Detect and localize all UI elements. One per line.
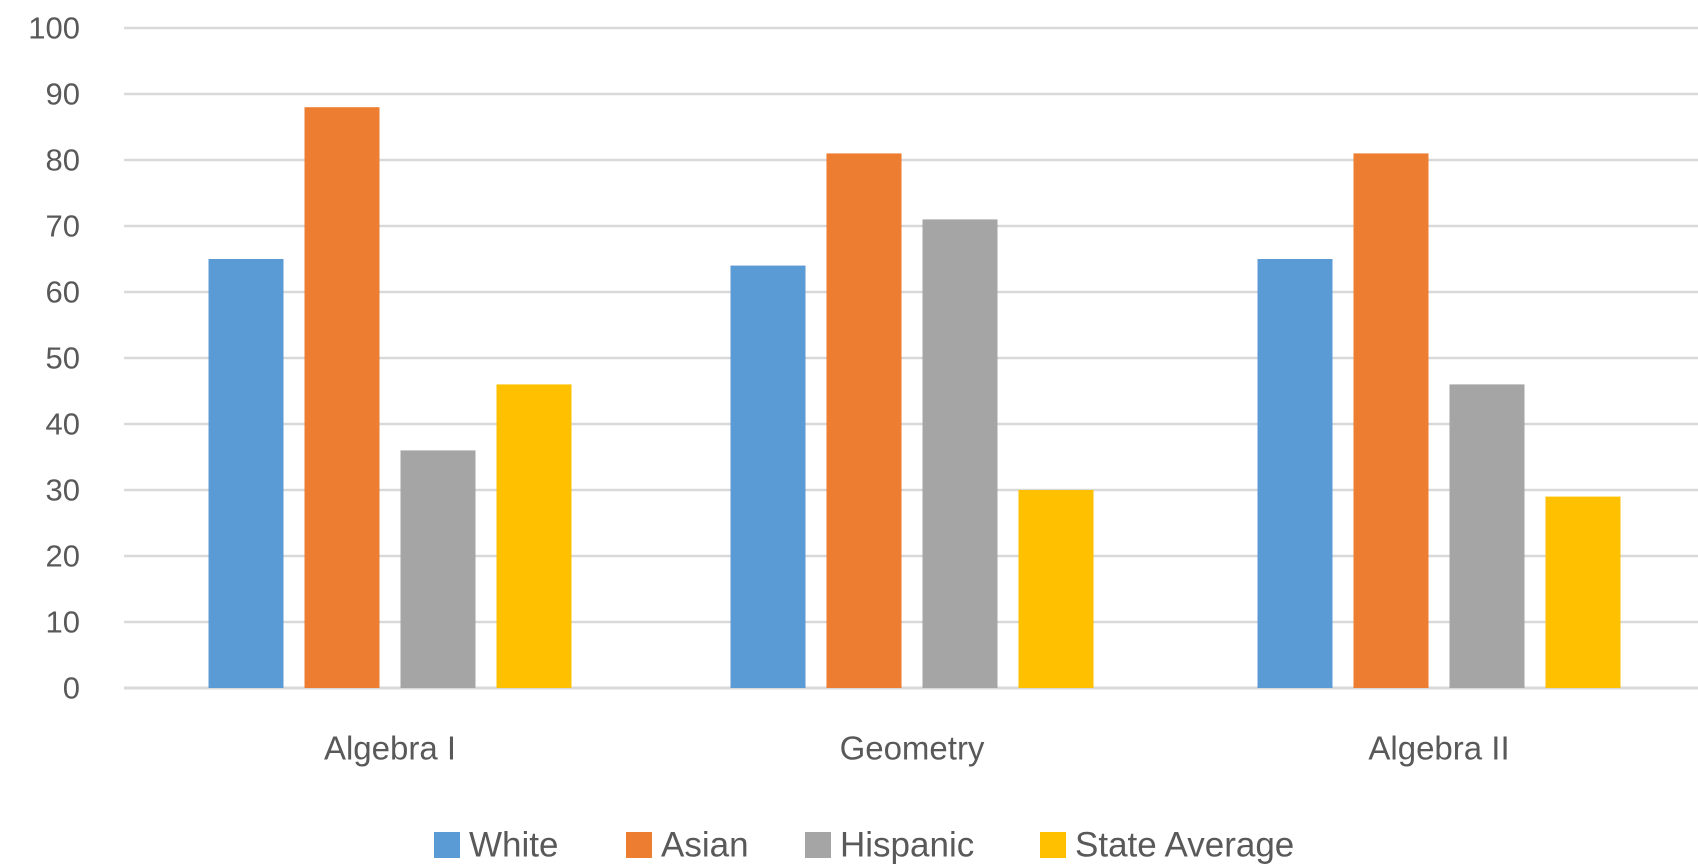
gridlines bbox=[124, 26, 1698, 690]
legend: White Asian Hispanic State Average bbox=[434, 826, 1294, 865]
bar-white-algebra-ii bbox=[1257, 259, 1333, 688]
bars bbox=[208, 107, 1621, 688]
y-tick-label: 40 bbox=[46, 407, 80, 442]
x-category-label: Algebra I bbox=[324, 730, 456, 767]
y-axis-tick-labels: 0 10 20 30 40 50 60 70 80 90 100 bbox=[28, 11, 80, 706]
y-tick-label: 100 bbox=[28, 11, 80, 46]
bar-asian-algebra-ii bbox=[1353, 153, 1429, 688]
bar-asian-geometry bbox=[826, 153, 902, 688]
y-tick-label: 10 bbox=[46, 605, 80, 640]
y-tick-label: 30 bbox=[46, 473, 80, 508]
bar-state-average-algebra-ii bbox=[1545, 496, 1621, 688]
y-tick-label: 80 bbox=[46, 143, 80, 178]
bar-state-average-algebra-i bbox=[496, 384, 572, 688]
legend-swatch-white bbox=[434, 832, 460, 858]
y-tick-label: 60 bbox=[46, 275, 80, 310]
legend-swatch-state-average bbox=[1040, 832, 1066, 858]
bar-white-geometry bbox=[730, 265, 806, 688]
legend-label-hispanic: Hispanic bbox=[840, 826, 974, 865]
legend-swatch-asian bbox=[626, 832, 652, 858]
bar-hispanic-geometry bbox=[922, 219, 998, 688]
bar-hispanic-algebra-ii bbox=[1449, 384, 1525, 688]
y-tick-label: 90 bbox=[46, 77, 80, 112]
legend-swatch-hispanic bbox=[805, 832, 831, 858]
y-tick-label: 0 bbox=[63, 671, 80, 706]
bar-state-average-geometry bbox=[1018, 490, 1094, 688]
legend-label-asian: Asian bbox=[661, 826, 749, 865]
y-tick-label: 50 bbox=[46, 341, 80, 376]
x-category-label: Geometry bbox=[840, 730, 985, 767]
bar-white-algebra-i bbox=[208, 259, 284, 688]
legend-label-white: White bbox=[469, 826, 558, 865]
x-axis-category-labels: Algebra I Geometry Algebra II bbox=[324, 730, 1510, 767]
y-tick-label: 70 bbox=[46, 209, 80, 244]
legend-label-state-average: State Average bbox=[1075, 826, 1294, 865]
bar-asian-algebra-i bbox=[304, 107, 380, 688]
x-category-label: Algebra II bbox=[1368, 730, 1509, 767]
y-tick-label: 20 bbox=[46, 539, 80, 574]
bar-hispanic-algebra-i bbox=[400, 450, 476, 688]
